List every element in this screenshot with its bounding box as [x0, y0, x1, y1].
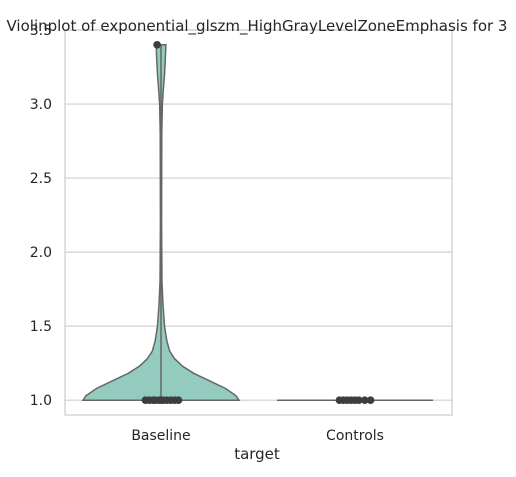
data-point: [153, 41, 161, 49]
x-tick-label: Baseline: [131, 428, 190, 444]
plot-frame: [64, 29, 453, 416]
y-tick-label: 3.0: [30, 97, 52, 113]
x-axis-label: target: [234, 445, 280, 463]
y-tick-label: 2.5: [30, 171, 52, 187]
data-point: [360, 396, 369, 404]
y-tick-label: 3.5: [30, 23, 52, 39]
y-tick-label: 2.0: [30, 245, 52, 261]
y-tick-label: 1.0: [30, 393, 52, 409]
data-point: [174, 396, 183, 404]
x-tick-labels: Baseline Controls: [131, 428, 384, 444]
data-point: [355, 396, 363, 404]
data-point: [366, 396, 375, 404]
frame-layer: [64, 29, 453, 416]
chart-title: Violinplot of exponential_glszm_HighGray…: [7, 17, 508, 36]
x-tick-label: Controls: [326, 428, 384, 444]
points-layer: [141, 41, 375, 404]
y-tick-label: 1.5: [30, 319, 52, 335]
violin-layer: [81, 44, 433, 401]
grid-layer: [65, 29, 452, 401]
y-tick-labels: 1.0 1.5 2.0 2.5 3.0 3.5: [30, 23, 52, 409]
